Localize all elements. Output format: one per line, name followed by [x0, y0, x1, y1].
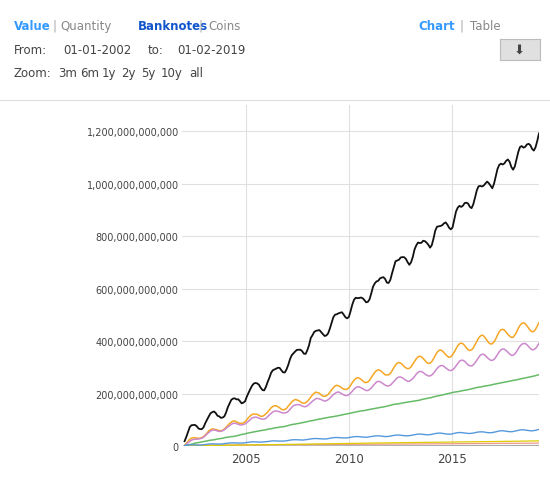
Text: |: |: [198, 20, 202, 33]
Text: 01-02-2019: 01-02-2019: [177, 44, 245, 57]
Text: Coins: Coins: [208, 20, 240, 33]
Text: From:: From:: [14, 44, 47, 57]
Text: 3m: 3m: [58, 66, 77, 80]
Text: Quantity: Quantity: [60, 20, 111, 33]
Text: Table: Table: [470, 20, 500, 33]
Text: Value: Value: [14, 20, 51, 33]
Text: ⬇: ⬇: [514, 44, 525, 57]
Text: 10y: 10y: [161, 66, 183, 80]
Text: Banknotes: Banknotes: [138, 20, 208, 33]
Text: |: |: [460, 20, 464, 33]
Text: 6m: 6m: [80, 66, 99, 80]
Text: Zoom:: Zoom:: [14, 66, 52, 80]
Text: 2y: 2y: [121, 66, 135, 80]
Text: Chart: Chart: [418, 20, 455, 33]
Text: 01-01-2002: 01-01-2002: [63, 44, 131, 57]
Text: 5y: 5y: [141, 66, 155, 80]
Text: |: |: [52, 20, 56, 33]
Text: to:: to:: [148, 44, 164, 57]
Text: all: all: [189, 66, 203, 80]
Text: 1y: 1y: [102, 66, 117, 80]
